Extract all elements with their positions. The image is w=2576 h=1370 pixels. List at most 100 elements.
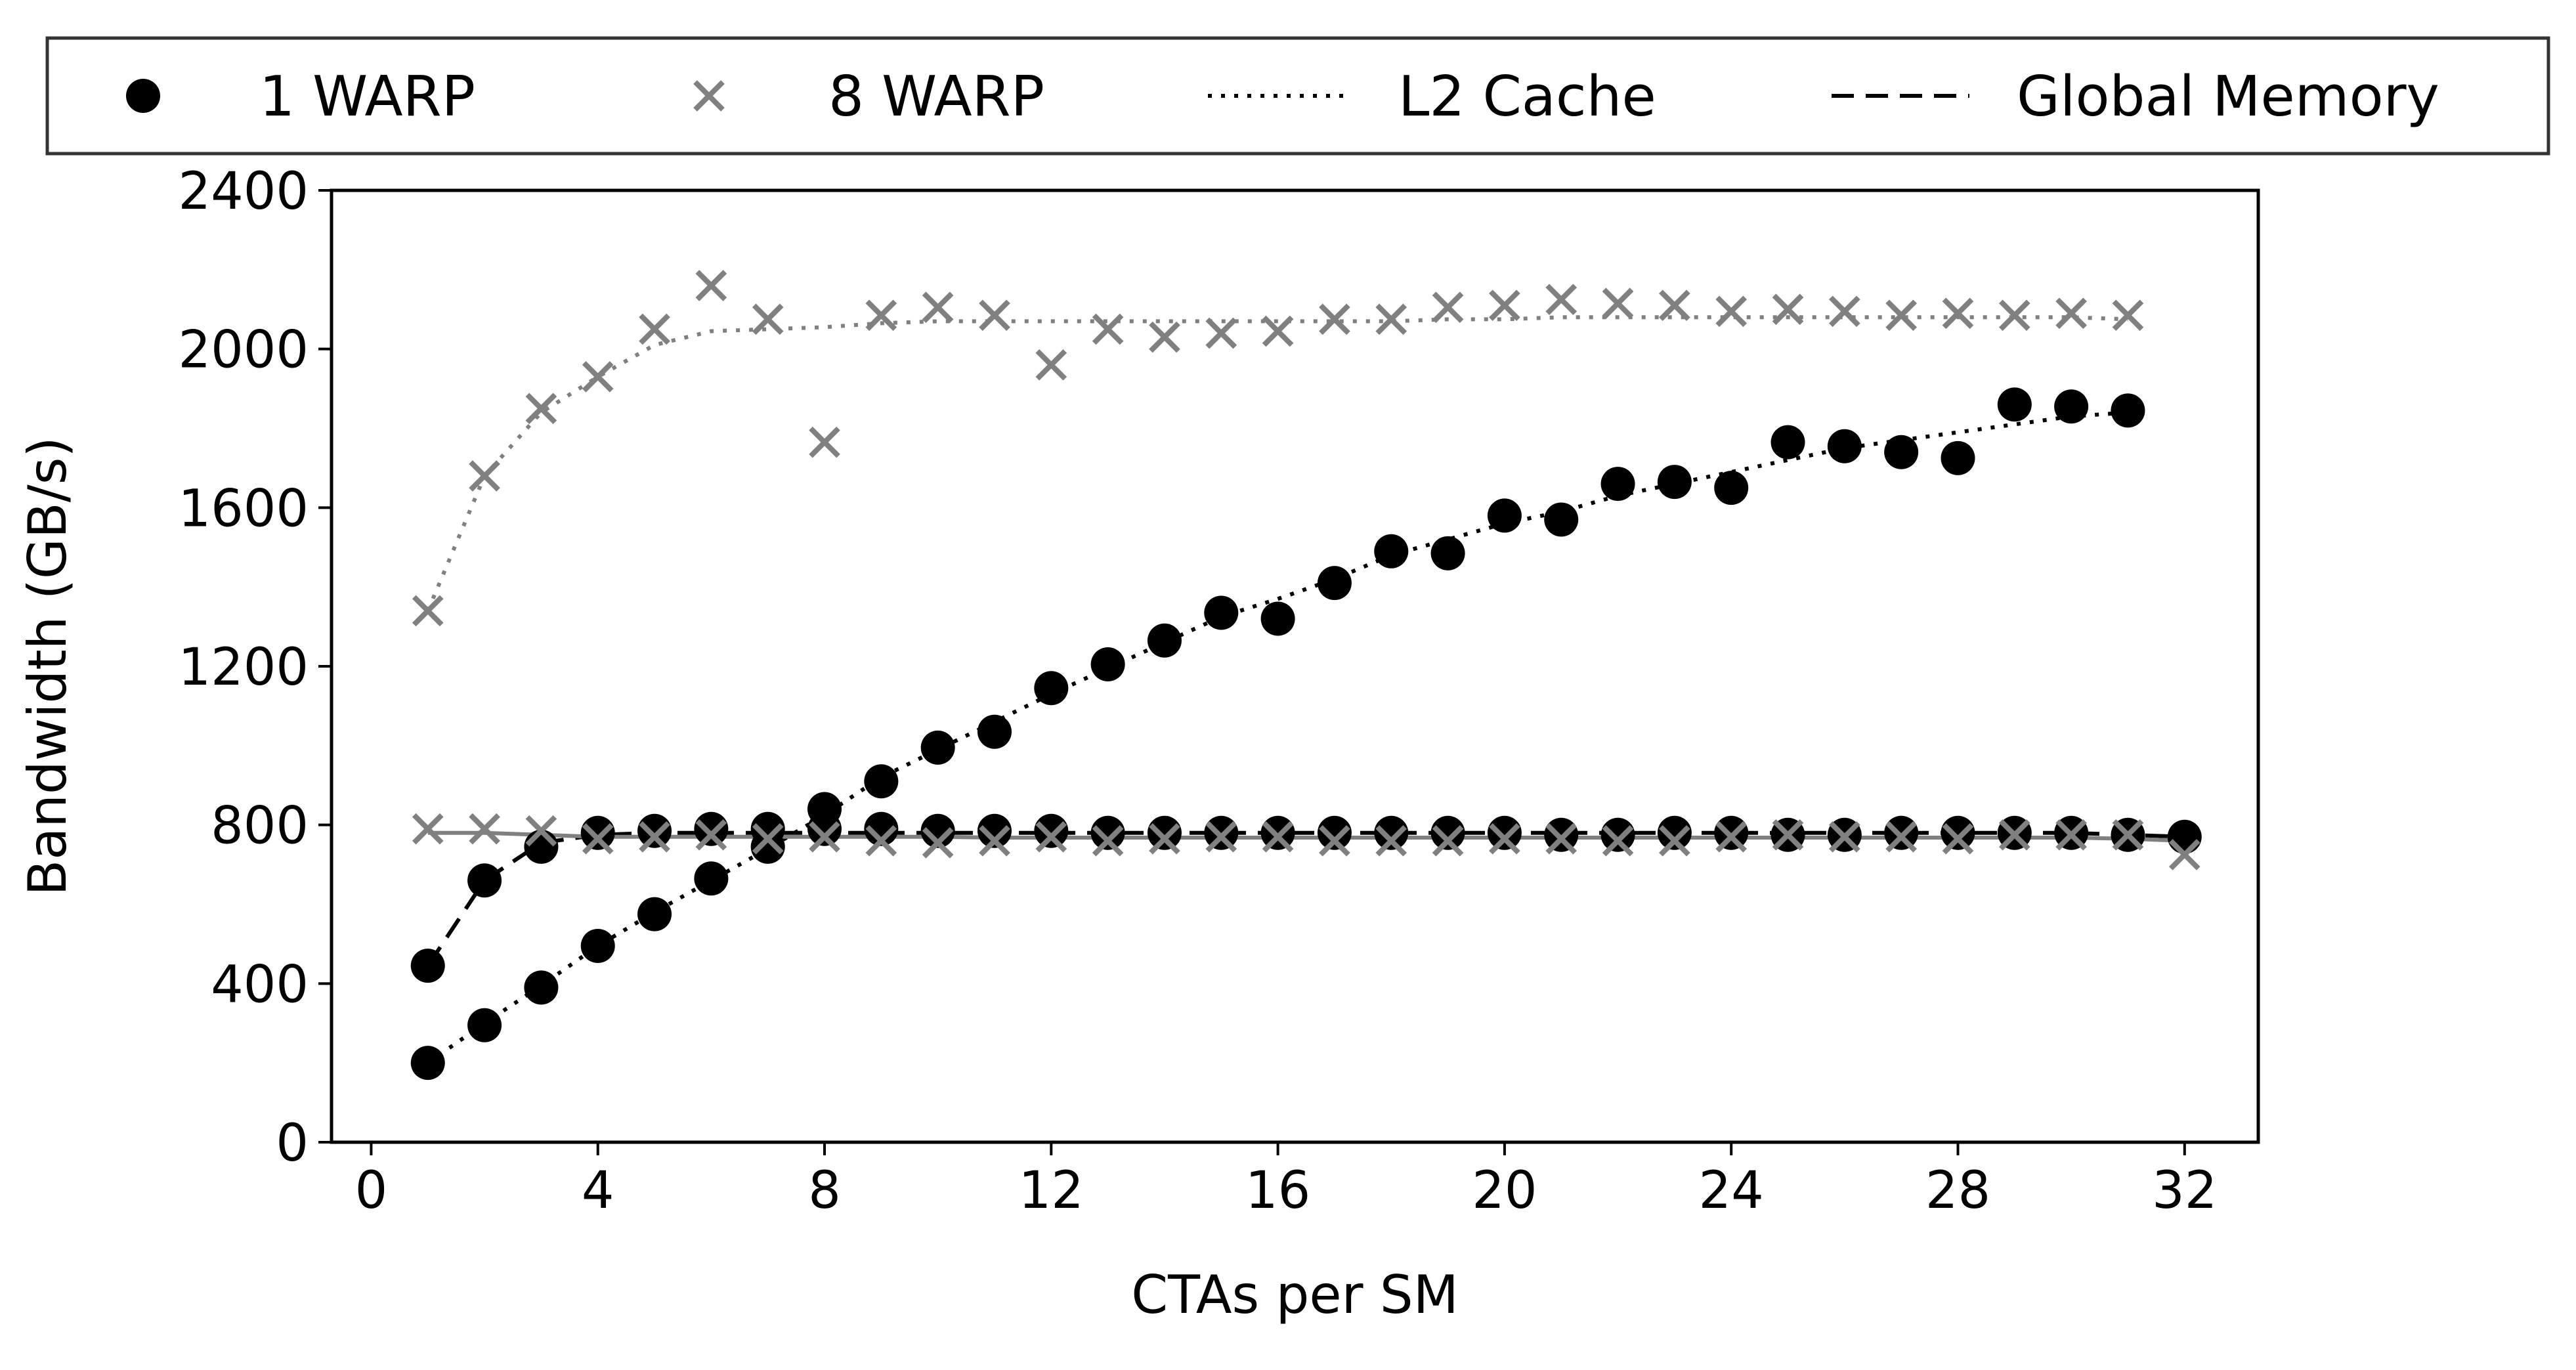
data-point-8-warp xyxy=(1942,823,1974,855)
data-point-8-warp xyxy=(695,819,727,851)
x-tick-label: 28 xyxy=(1925,1161,1990,1220)
y-tick-label: 400 xyxy=(211,955,309,1014)
data-point-1-warp xyxy=(1147,815,1182,850)
data-point-8-warp xyxy=(469,813,500,845)
data-point-8-warp xyxy=(2055,819,2087,851)
data-point-8-warp xyxy=(809,426,840,458)
data-point-1-warp xyxy=(864,764,899,799)
data-point-8-warp xyxy=(1942,297,1974,330)
legend-symbol-circle xyxy=(126,79,160,113)
data-point-1-warp xyxy=(524,829,559,864)
data-point-8-warp xyxy=(1375,303,1407,335)
trend-line-l2-cache-8-warp xyxy=(426,315,2128,612)
y-tick-label: 0 xyxy=(276,1114,309,1173)
x-tick-label: 24 xyxy=(1699,1161,1764,1220)
data-point-1-warp xyxy=(1374,815,1409,850)
data-point-8-warp xyxy=(922,827,954,859)
data-point-8-warp xyxy=(1715,295,1748,328)
x-tick-label: 20 xyxy=(1472,1161,1537,1220)
data-point-1-warp xyxy=(1714,815,1749,850)
data-point-8-warp xyxy=(1489,823,1520,855)
data-point-1-warp xyxy=(864,811,899,846)
data-point-8-warp xyxy=(639,313,670,345)
data-point-8-warp xyxy=(1659,289,1690,322)
data-point-8-warp xyxy=(1998,819,2030,851)
data-point-8-warp xyxy=(639,821,670,853)
data-point-8-warp xyxy=(979,299,1010,332)
data-point-1-warp xyxy=(2111,393,2145,428)
legend-symbol-x xyxy=(693,80,725,112)
data-point-8-warp xyxy=(1998,299,2030,332)
data-point-8-warp xyxy=(979,825,1010,857)
data-point-1-warp xyxy=(977,714,1012,749)
data-point-1-warp xyxy=(1600,467,1635,502)
trend-line-global-memory-1-warp xyxy=(426,830,2185,967)
data-point-8-warp xyxy=(1319,303,1350,335)
data-point-1-warp xyxy=(1600,817,1635,852)
legend-label: Global Memory xyxy=(2017,64,2439,129)
data-point-1-warp xyxy=(1090,815,1125,850)
legend-item-8-warp: 8 WARP xyxy=(693,64,1044,129)
data-point-8-warp xyxy=(582,823,614,855)
data-point-8-warp xyxy=(1545,823,1578,855)
data-point-1-warp xyxy=(1827,429,1862,463)
data-point-8-warp xyxy=(1772,819,1804,851)
y-tick-label: 2000 xyxy=(178,321,309,380)
data-point-8-warp xyxy=(469,460,500,492)
data-point-8-warp xyxy=(1489,289,1520,322)
data-point-8-warp xyxy=(1432,825,1464,857)
y-axis: 0 400 800 1200 1600 2000 2400 xyxy=(178,162,332,1173)
x-tick-label: 8 xyxy=(808,1161,841,1220)
x-tick-label: 32 xyxy=(2152,1161,2217,1220)
data-point-1-warp xyxy=(637,813,672,848)
data-point-8-warp xyxy=(2112,299,2144,332)
data-point-8-warp xyxy=(412,595,444,627)
data-point-8-warp xyxy=(1659,825,1690,857)
data-point-8-warp xyxy=(1432,291,1464,324)
data-point-8-warp xyxy=(412,813,444,845)
data-point-1-warp xyxy=(977,813,1012,848)
data-point-8-warp xyxy=(1035,349,1067,381)
data-points xyxy=(410,270,2202,1081)
data-point-8-warp xyxy=(865,299,897,332)
data-point-8-warp xyxy=(1602,288,1634,320)
data-point-8-warp xyxy=(582,361,614,393)
data-point-1-warp xyxy=(807,811,842,846)
data-point-8-warp xyxy=(1092,313,1124,345)
data-point-8-warp xyxy=(1772,293,1804,326)
y-tick-label: 2400 xyxy=(178,162,309,221)
data-point-1-warp xyxy=(1204,815,1239,850)
data-point-8-warp xyxy=(752,303,784,335)
data-point-8-warp xyxy=(2168,839,2200,870)
data-point-1-warp xyxy=(1657,465,1692,500)
data-point-8-warp xyxy=(809,821,840,853)
data-point-8-warp xyxy=(1375,825,1407,857)
legend: 1 WARP 8 WARP L2 Cache Global Memory xyxy=(45,36,2550,156)
data-point-1-warp xyxy=(580,815,615,850)
x-axis: 0 4 8 12 16 20 24 28 32 xyxy=(355,1142,2217,1220)
data-point-8-warp xyxy=(1715,821,1748,853)
legend-item-global-memory: Global Memory xyxy=(1832,64,2439,129)
data-point-8-warp xyxy=(1205,317,1237,349)
data-point-1-warp xyxy=(1090,647,1125,681)
y-axis-label: Bandwidth (GB/s) xyxy=(17,437,78,895)
data-point-1-warp xyxy=(1374,534,1409,568)
trend-lines xyxy=(426,315,2185,1065)
data-point-1-warp xyxy=(637,897,672,931)
data-point-1-warp xyxy=(694,811,729,846)
data-point-1-warp xyxy=(1487,498,1522,533)
data-point-1-warp xyxy=(1941,440,1975,475)
data-point-8-warp xyxy=(922,291,954,324)
data-point-8-warp xyxy=(1035,821,1067,853)
legend-item-l2-cache: L2 Cache xyxy=(1208,64,1656,129)
data-point-1-warp xyxy=(1714,471,1749,505)
data-point-8-warp xyxy=(1262,821,1294,853)
y-tick-label: 1600 xyxy=(178,479,309,538)
x-tick-label: 16 xyxy=(1245,1161,1310,1220)
data-point-1-warp xyxy=(920,730,955,765)
data-point-8-warp xyxy=(1885,821,1917,853)
data-point-8-warp xyxy=(1149,823,1180,855)
data-point-1-warp xyxy=(1430,815,1465,850)
data-point-1-warp xyxy=(1317,815,1352,850)
